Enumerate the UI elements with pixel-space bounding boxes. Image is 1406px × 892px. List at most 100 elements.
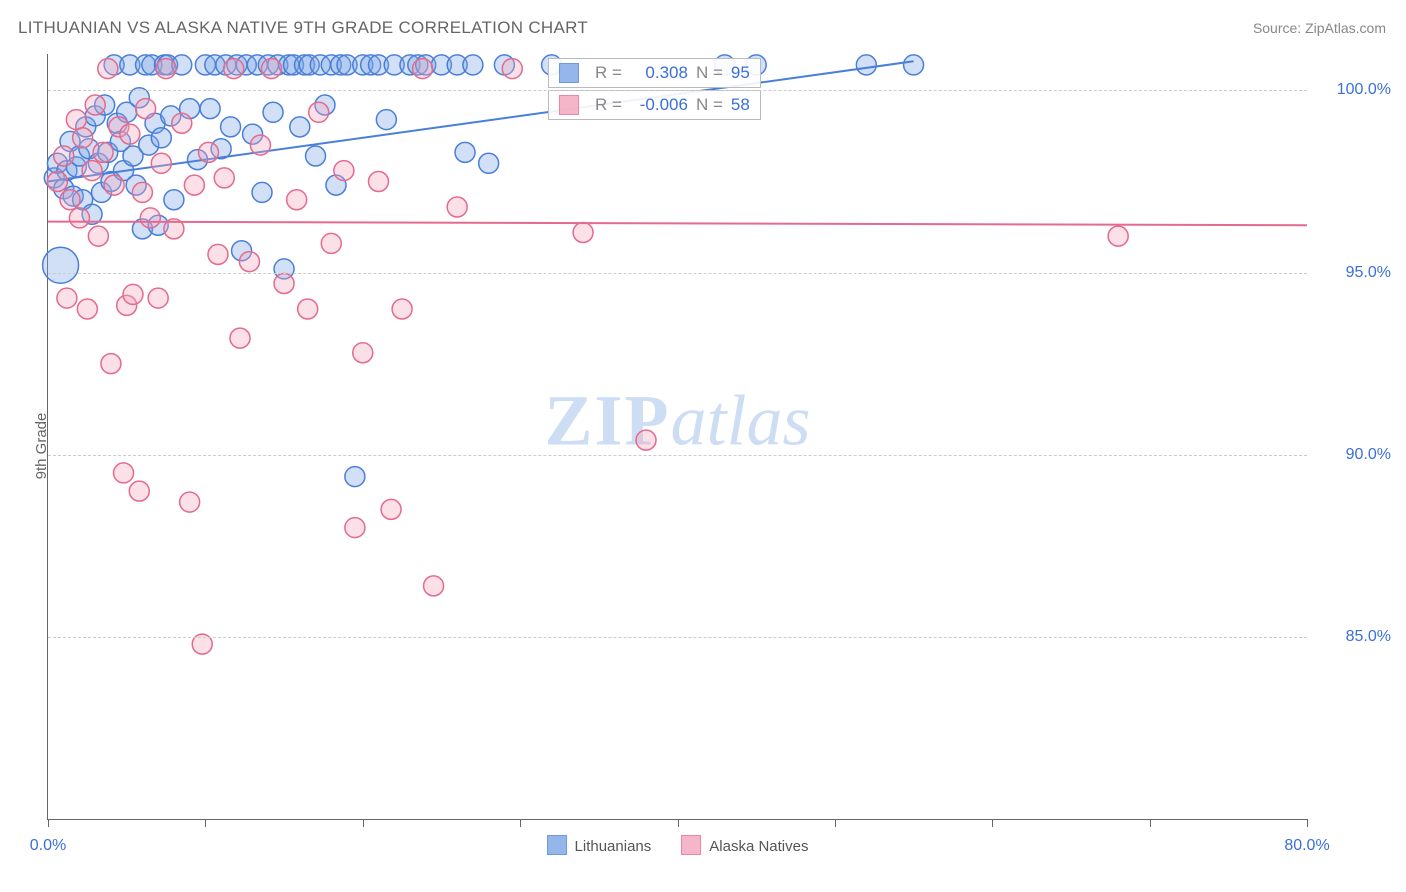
- legend: Lithuanians Alaska Natives: [547, 835, 809, 855]
- data-point: [66, 110, 86, 130]
- data-point: [455, 142, 475, 162]
- data-point: [129, 481, 149, 501]
- stat-n-label: N =: [696, 95, 723, 115]
- data-point: [306, 146, 326, 166]
- data-point: [85, 95, 105, 115]
- plot-area: ZIPatlas R = 0.308 N = 95 R = -0.006 N =…: [47, 54, 1307, 820]
- data-point: [1108, 226, 1128, 246]
- data-point: [230, 328, 250, 348]
- stat-n-label: N =: [696, 63, 723, 83]
- data-point: [239, 252, 259, 272]
- legend-item-0: Lithuanians: [547, 835, 652, 855]
- data-point: [47, 172, 67, 192]
- stat-r-label: R =: [595, 63, 622, 83]
- x-tick-mark: [835, 819, 836, 827]
- data-point: [123, 284, 143, 304]
- data-point: [104, 175, 124, 195]
- data-point: [82, 161, 102, 181]
- data-point: [413, 59, 433, 79]
- data-point: [54, 146, 74, 166]
- legend-item-1: Alaska Natives: [681, 835, 808, 855]
- data-point: [447, 197, 467, 217]
- data-point: [904, 55, 924, 75]
- x-tick-mark: [48, 819, 49, 827]
- data-point: [93, 142, 113, 162]
- source-link[interactable]: ZipAtlas.com: [1305, 20, 1386, 36]
- x-tick-mark: [363, 819, 364, 827]
- data-point: [132, 182, 152, 202]
- swatch-icon: [559, 95, 579, 115]
- source-prefix: Source:: [1253, 20, 1305, 36]
- plot-svg: [48, 54, 1307, 819]
- data-point: [88, 226, 108, 246]
- data-point: [353, 343, 373, 363]
- data-point: [224, 59, 244, 79]
- x-tick-mark: [205, 819, 206, 827]
- data-point: [156, 59, 176, 79]
- data-point: [479, 153, 499, 173]
- data-point: [77, 299, 97, 319]
- gridline: [48, 273, 1307, 274]
- data-point: [180, 492, 200, 512]
- chart-container: LITHUANIAN VS ALASKA NATIVE 9TH GRADE CO…: [0, 0, 1406, 892]
- stat-n-value: 58: [731, 95, 750, 115]
- statbox-series-0: R = 0.308 N = 95: [548, 58, 761, 88]
- x-tick-mark: [1307, 819, 1308, 827]
- data-point: [376, 110, 396, 130]
- trend-line: [48, 222, 1307, 226]
- swatch-icon: [547, 835, 567, 855]
- data-point: [208, 244, 228, 264]
- legend-label: Alaska Natives: [709, 838, 808, 855]
- data-point: [392, 299, 412, 319]
- data-point: [368, 172, 388, 192]
- data-point: [136, 99, 156, 119]
- data-point: [334, 161, 354, 181]
- chart-title: LITHUANIAN VS ALASKA NATIVE 9TH GRADE CO…: [18, 18, 588, 38]
- source-attribution: Source: ZipAtlas.com: [1253, 20, 1386, 36]
- data-point: [164, 190, 184, 210]
- data-point: [252, 182, 272, 202]
- data-point: [60, 190, 80, 210]
- data-point: [856, 55, 876, 75]
- data-point: [200, 99, 220, 119]
- data-point: [573, 223, 593, 243]
- data-point: [114, 463, 134, 483]
- data-point: [151, 153, 171, 173]
- data-point: [101, 354, 121, 374]
- data-point: [345, 467, 365, 487]
- data-point: [261, 59, 281, 79]
- y-tick-label: 90.0%: [1311, 446, 1391, 464]
- data-point: [69, 208, 89, 228]
- data-point: [140, 208, 160, 228]
- data-point: [381, 499, 401, 519]
- stat-r-value: -0.006: [630, 95, 688, 115]
- data-point: [298, 299, 318, 319]
- data-point: [184, 175, 204, 195]
- stat-n-value: 95: [731, 63, 750, 83]
- data-point: [151, 128, 171, 148]
- data-point: [345, 518, 365, 538]
- gridline: [48, 455, 1307, 456]
- data-point: [502, 59, 522, 79]
- legend-label: Lithuanians: [575, 838, 652, 855]
- data-point: [148, 288, 168, 308]
- data-point: [424, 576, 444, 596]
- stat-r-label: R =: [595, 95, 622, 115]
- data-point: [172, 113, 192, 133]
- y-tick-label: 100.0%: [1311, 81, 1391, 99]
- y-tick-label: 85.0%: [1311, 628, 1391, 646]
- x-tick-label: 80.0%: [1284, 837, 1329, 855]
- data-point: [57, 288, 77, 308]
- data-point: [274, 274, 294, 294]
- stat-r-value: 0.308: [630, 63, 688, 83]
- data-point: [250, 135, 270, 155]
- x-tick-label: 0.0%: [30, 837, 66, 855]
- data-point: [287, 190, 307, 210]
- data-point: [321, 233, 341, 253]
- data-point: [309, 102, 329, 122]
- data-point: [98, 59, 118, 79]
- swatch-icon: [559, 63, 579, 83]
- data-point: [290, 117, 310, 137]
- swatch-icon: [681, 835, 701, 855]
- data-point: [73, 128, 93, 148]
